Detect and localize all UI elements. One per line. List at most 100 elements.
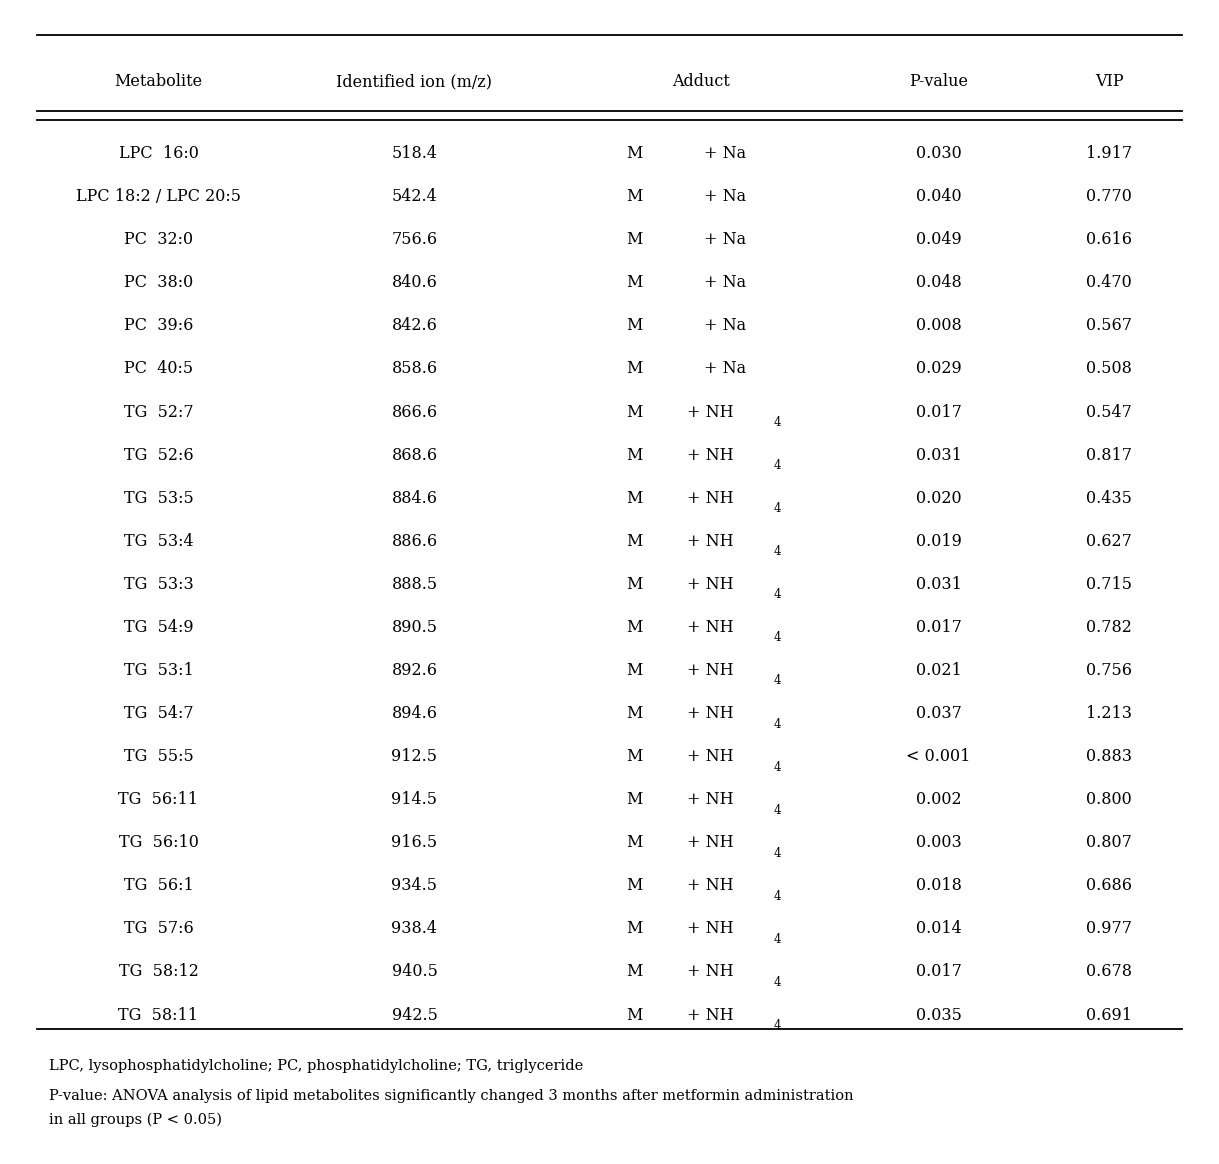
Text: 884.6: 884.6 (391, 490, 438, 506)
Text: 0.756: 0.756 (1086, 662, 1132, 679)
Text: 0.807: 0.807 (1086, 835, 1132, 851)
Text: Metabolite: Metabolite (115, 73, 202, 90)
Text: 888.5: 888.5 (391, 576, 438, 592)
Text: 892.6: 892.6 (391, 662, 438, 679)
Text: 0.616: 0.616 (1086, 232, 1132, 248)
Text: M: M (625, 705, 642, 722)
Text: TG  56:10: TG 56:10 (118, 835, 199, 851)
Text: 0.017: 0.017 (915, 404, 962, 420)
Text: + NH: + NH (688, 835, 734, 851)
Text: 518.4: 518.4 (391, 146, 438, 162)
Text: M: M (625, 232, 642, 248)
Text: 0.470: 0.470 (1086, 275, 1132, 291)
Text: 542.4: 542.4 (391, 189, 438, 205)
Text: TG  53:1: TG 53:1 (123, 662, 194, 679)
Text: 0.031: 0.031 (915, 447, 962, 463)
Text: M: M (625, 921, 642, 937)
Text: + NH: + NH (688, 921, 734, 937)
Text: 0.883: 0.883 (1086, 748, 1132, 765)
Text: TG  56:1: TG 56:1 (123, 878, 194, 894)
Text: M: M (625, 878, 642, 894)
Text: + NH: + NH (688, 533, 734, 549)
Text: 4: 4 (774, 975, 781, 989)
Text: 0.017: 0.017 (915, 619, 962, 636)
Text: 0.691: 0.691 (1086, 1007, 1132, 1023)
Text: TG  52:7: TG 52:7 (123, 404, 194, 420)
Text: 0.019: 0.019 (915, 533, 962, 549)
Text: + Na: + Na (705, 361, 746, 377)
Text: + NH: + NH (688, 490, 734, 506)
Text: PC  40:5: PC 40:5 (124, 361, 193, 377)
Text: M: M (625, 662, 642, 679)
Text: M: M (625, 189, 642, 205)
Text: TG  53:3: TG 53:3 (123, 576, 194, 592)
Text: M: M (625, 490, 642, 506)
Text: + NH: + NH (688, 964, 734, 980)
Text: M: M (625, 964, 642, 980)
Text: VIP: VIP (1095, 73, 1124, 90)
Text: PC  32:0: PC 32:0 (124, 232, 193, 248)
Text: + Na: + Na (705, 275, 746, 291)
Text: + NH: + NH (688, 878, 734, 894)
Text: in all groups (P < 0.05): in all groups (P < 0.05) (49, 1113, 222, 1127)
Text: 0.008: 0.008 (915, 318, 962, 334)
Text: 4: 4 (774, 760, 781, 774)
Text: 0.770: 0.770 (1086, 189, 1132, 205)
Text: TG  53:4: TG 53:4 (123, 533, 194, 549)
Text: PC  38:0: PC 38:0 (124, 275, 193, 291)
Text: 886.6: 886.6 (391, 533, 438, 549)
Text: 0.715: 0.715 (1086, 576, 1132, 592)
Text: 0.686: 0.686 (1086, 878, 1132, 894)
Text: M: M (625, 748, 642, 765)
Text: 1.213: 1.213 (1086, 705, 1132, 722)
Text: 0.030: 0.030 (915, 146, 962, 162)
Text: + Na: + Na (705, 189, 746, 205)
Text: 756.6: 756.6 (391, 232, 438, 248)
Text: 916.5: 916.5 (391, 835, 438, 851)
Text: 0.508: 0.508 (1086, 361, 1132, 377)
Text: + NH: + NH (688, 748, 734, 765)
Text: M: M (625, 146, 642, 162)
Text: LPC  16:0: LPC 16:0 (118, 146, 199, 162)
Text: PC  39:6: PC 39:6 (124, 318, 193, 334)
Text: 4: 4 (774, 889, 781, 903)
Text: 4: 4 (774, 803, 781, 817)
Text: TG  58:12: TG 58:12 (118, 964, 199, 980)
Text: M: M (625, 1007, 642, 1023)
Text: 0.002: 0.002 (915, 792, 962, 808)
Text: + Na: + Na (705, 232, 746, 248)
Text: M: M (625, 835, 642, 851)
Text: TG  55:5: TG 55:5 (123, 748, 194, 765)
Text: 4: 4 (774, 674, 781, 688)
Text: 912.5: 912.5 (391, 748, 438, 765)
Text: 0.547: 0.547 (1086, 404, 1132, 420)
Text: 0.627: 0.627 (1086, 533, 1132, 549)
Text: 1.917: 1.917 (1086, 146, 1132, 162)
Text: + NH: + NH (688, 619, 734, 636)
Text: 0.017: 0.017 (915, 964, 962, 980)
Text: TG  54:7: TG 54:7 (123, 705, 194, 722)
Text: 914.5: 914.5 (391, 792, 438, 808)
Text: M: M (625, 576, 642, 592)
Text: 4: 4 (774, 717, 781, 731)
Text: < 0.001: < 0.001 (907, 748, 970, 765)
Text: M: M (625, 619, 642, 636)
Text: 0.037: 0.037 (915, 705, 962, 722)
Text: TG  58:11: TG 58:11 (118, 1007, 199, 1023)
Text: 0.018: 0.018 (915, 878, 962, 894)
Text: 894.6: 894.6 (391, 705, 438, 722)
Text: TG  54:9: TG 54:9 (123, 619, 194, 636)
Text: 840.6: 840.6 (391, 275, 438, 291)
Text: 4: 4 (774, 1018, 781, 1032)
Text: TG  56:11: TG 56:11 (118, 792, 199, 808)
Text: 0.817: 0.817 (1086, 447, 1132, 463)
Text: + NH: + NH (688, 1007, 734, 1023)
Text: 4: 4 (774, 631, 781, 645)
Text: 4: 4 (774, 588, 781, 602)
Text: P-value: P-value (909, 73, 968, 90)
Text: 0.021: 0.021 (915, 662, 962, 679)
Text: 858.6: 858.6 (391, 361, 438, 377)
Text: 942.5: 942.5 (391, 1007, 438, 1023)
Text: 940.5: 940.5 (391, 964, 438, 980)
Text: M: M (625, 533, 642, 549)
